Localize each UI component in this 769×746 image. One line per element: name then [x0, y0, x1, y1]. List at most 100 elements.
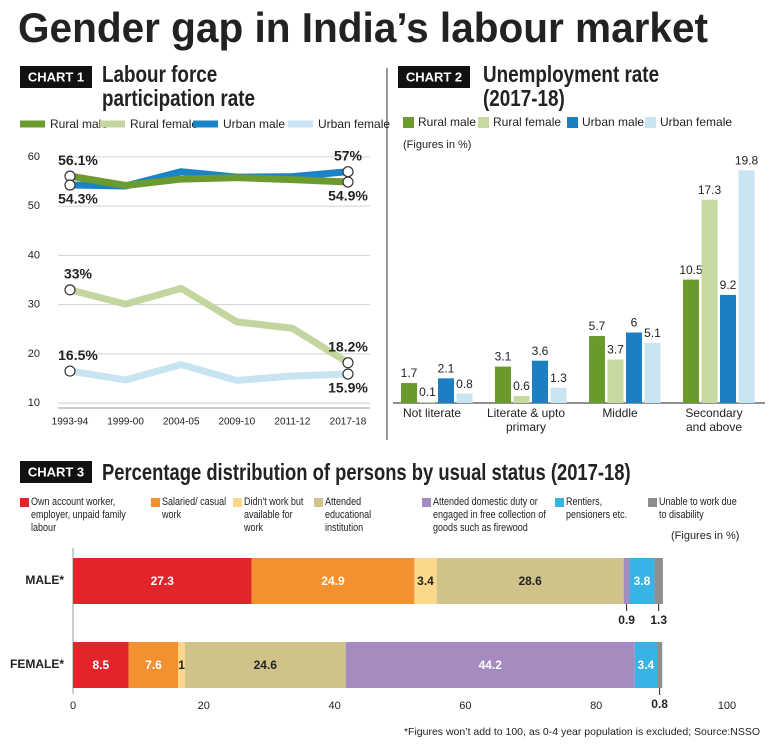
value-label: 5.1 [644, 326, 661, 340]
x-tick-label: 2009-10 [218, 417, 255, 428]
legend-label: Unable to work due to disability [659, 496, 737, 521]
value-label: 5.7 [589, 319, 606, 333]
bar [438, 378, 454, 403]
legend-label: Rural female [493, 115, 561, 129]
y-tick-label: 20 [28, 348, 40, 360]
point-marker [342, 357, 354, 369]
series-line [66, 284, 352, 367]
legend-swatch [20, 498, 29, 507]
bar-segment [629, 558, 655, 604]
value-label: 0.9 [618, 613, 635, 627]
value-label: 3.1 [495, 350, 512, 364]
value-label: 8.5 [92, 658, 109, 672]
chart-label: CHART 3 [28, 464, 84, 479]
point-marker [64, 179, 76, 191]
legend-label: Didn't work but available for work [244, 496, 304, 534]
legend-label: Urban male [223, 117, 285, 131]
legend-swatch [478, 117, 489, 128]
bar-segment [436, 558, 624, 604]
value-label: 0.1 [419, 385, 436, 399]
x-tick-label: 1999-00 [107, 417, 144, 428]
bar [550, 387, 567, 403]
bar [644, 343, 661, 403]
chart-subtitle: (Figures in %) [403, 139, 471, 151]
value-label: 1.7 [401, 366, 418, 380]
series-line [66, 172, 352, 189]
value-label: 18.2% [328, 338, 368, 354]
bar [720, 294, 736, 403]
bar-segment [128, 642, 179, 688]
value-label: 9.2 [720, 278, 737, 292]
bar [401, 383, 417, 403]
x-tick-label: 2017-18 [330, 417, 367, 428]
x-tick-label: Middle [602, 406, 638, 420]
point-marker [342, 166, 354, 178]
y-tick-label: 10 [28, 397, 40, 409]
value-label: 44.2 [479, 658, 503, 672]
y-tick-label: MALE* [25, 573, 64, 587]
point-marker [64, 365, 76, 377]
point-marker [64, 284, 76, 296]
legend-label: Urban male [582, 115, 644, 129]
value-label: 3.7 [607, 343, 624, 357]
legend-swatch [555, 498, 564, 507]
legend-label: Rural male [50, 117, 108, 131]
page-title: Gender gap in India’s labour market [18, 4, 708, 51]
bar-segment [184, 642, 346, 688]
y-tick-label: 50 [28, 200, 40, 212]
value-label: 3.8 [634, 574, 651, 588]
x-tick-label: Literate & upto primary [486, 406, 566, 434]
bar-segment [414, 558, 437, 604]
value-label: 10.5 [679, 263, 703, 277]
bar-segment [634, 642, 658, 688]
bar [456, 393, 473, 403]
point-marker [342, 176, 354, 188]
bar-segment [623, 558, 630, 604]
x-tick-label: 80 [590, 700, 602, 712]
x-tick-label: Not literate [402, 406, 462, 420]
legend-swatch [645, 117, 656, 128]
bar [683, 279, 699, 403]
bar [419, 401, 436, 403]
chart-label: CHART 1 [28, 69, 84, 84]
legend-label: Rural male [418, 115, 476, 129]
legend-label: Attended domestic duty or engaged in fre… [433, 496, 546, 534]
bar-segment [654, 558, 663, 604]
bar [589, 336, 605, 403]
bar-segment [178, 642, 185, 688]
legend-swatch [422, 498, 431, 507]
legend-swatch [151, 498, 160, 507]
value-label: 3.4 [417, 574, 434, 588]
value-label: 3.6 [532, 344, 549, 358]
y-tick-label: 60 [28, 151, 40, 163]
value-label: 54.3% [58, 191, 98, 207]
value-label: 1 [178, 658, 185, 672]
chart-subtitle: (Figures in %) [671, 530, 739, 542]
legend-swatch [233, 498, 242, 507]
chart-label-box [20, 461, 92, 483]
chart-label: CHART 2 [406, 69, 462, 84]
value-label: 0.6 [513, 379, 530, 393]
value-label: 17.3 [698, 183, 722, 197]
value-label: 16.5% [58, 347, 98, 363]
x-tick-label: 2011-12 [274, 417, 310, 428]
legend-swatch [314, 498, 323, 507]
x-tick-label: 2004-05 [163, 417, 200, 428]
value-label: 24.9 [321, 574, 345, 588]
legend-label: Urban female [660, 115, 732, 129]
legend-swatch [567, 117, 578, 128]
legend-label: Attended educational institution [325, 496, 372, 534]
bar [701, 199, 718, 403]
chart-label-box [20, 66, 92, 88]
point-marker [342, 368, 354, 380]
value-label: 0.8 [651, 697, 668, 711]
legend-label: Own account worker, employer, unpaid fam… [31, 496, 126, 534]
y-tick-label: 30 [28, 299, 40, 311]
value-label: 6 [631, 316, 638, 330]
x-tick-label: 100 [718, 700, 736, 712]
chart-title: Percentage distribution of persons by us… [102, 459, 631, 485]
legend-swatch [648, 498, 657, 507]
value-label: 28.6 [518, 574, 542, 588]
